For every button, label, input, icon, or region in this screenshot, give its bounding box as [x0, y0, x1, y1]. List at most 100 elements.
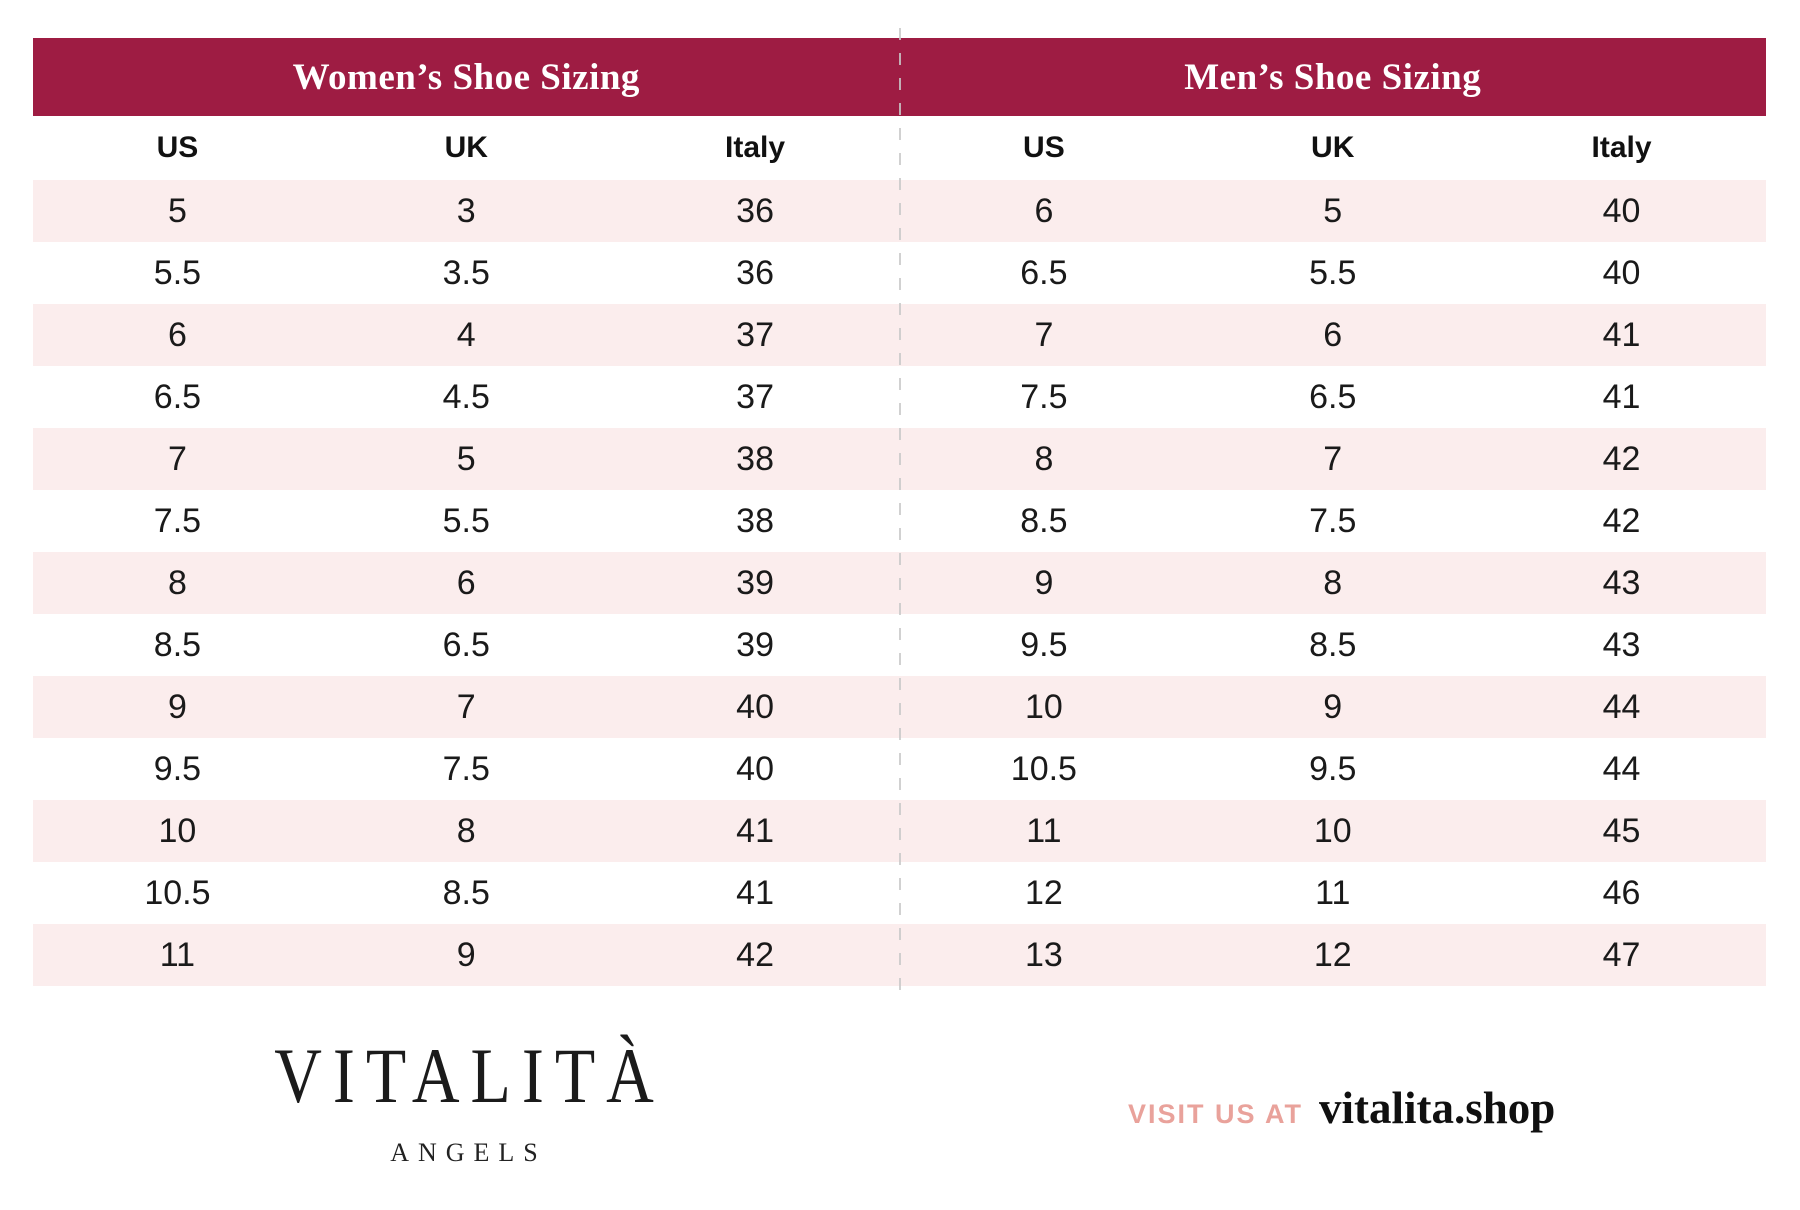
column-header-men-uk: UK	[1311, 131, 1355, 164]
cell-men-us: 10.5	[1010, 749, 1077, 788]
column-header-men-us: US	[1023, 131, 1065, 164]
cell-women-us: 11	[159, 935, 196, 974]
cell-women-italy: 41	[736, 873, 774, 912]
cell-men-italy: 43	[1602, 625, 1641, 664]
cell-women-uk: 8	[456, 811, 476, 850]
cell-men-uk: 9	[1323, 687, 1343, 726]
cell-women-italy: 38	[736, 501, 774, 540]
cell-women-us: 9	[167, 687, 187, 726]
cell-women-us: 5	[167, 191, 187, 230]
cell-men-us: 6.5	[1020, 253, 1068, 292]
column-header-men-italy: Italy	[1591, 131, 1652, 164]
table-row: 10.5 8.5 41 12 11 46	[33, 862, 1766, 924]
cell-men-italy: 47	[1602, 935, 1641, 974]
shop-url-text: vitalita.shop	[1319, 1083, 1556, 1133]
cell-men-italy: 44	[1602, 749, 1641, 788]
brand-logo: VITALITÀ ANGELS	[162, 1034, 766, 1168]
cell-women-us: 5.5	[153, 253, 202, 292]
cell-women-italy: 39	[736, 625, 774, 664]
cell-women-uk: 4.5	[442, 377, 490, 416]
cell-men-italy: 42	[1602, 501, 1641, 540]
brand-subtitle: ANGELS	[390, 1138, 547, 1167]
cell-men-uk: 6	[1323, 315, 1343, 354]
cell-women-us: 8.5	[153, 625, 202, 664]
cell-men-us: 6	[1034, 191, 1054, 230]
cell-men-uk: 7.5	[1309, 501, 1357, 540]
cell-women-us: 9.5	[153, 749, 202, 788]
cell-men-us: 8.5	[1020, 501, 1068, 540]
cell-men-italy: 44	[1602, 687, 1641, 726]
cell-women-uk: 8.5	[442, 873, 490, 912]
brand-name: VITALITÀ	[274, 1033, 665, 1120]
table-row: 7.5 5.5 38 8.5 7.5 42	[33, 490, 1766, 552]
visit-us-label: VISIT US AT	[1128, 1099, 1304, 1129]
cell-women-uk: 3	[456, 191, 476, 230]
cell-women-uk: 7	[456, 687, 476, 726]
cell-women-uk: 9	[456, 935, 476, 974]
cell-men-uk: 6.5	[1309, 377, 1357, 416]
mens-table-title: Men’s Shoe Sizing	[1184, 56, 1482, 98]
cell-men-us: 7.5	[1020, 377, 1068, 416]
cell-men-us: 9.5	[1020, 625, 1068, 664]
cell-women-italy: 40	[736, 749, 774, 788]
cell-men-uk: 12	[1313, 935, 1352, 974]
cell-men-italy: 40	[1602, 191, 1641, 230]
cell-women-italy: 36	[736, 253, 774, 292]
cell-women-italy: 41	[736, 811, 774, 850]
column-header-women-us: US	[156, 131, 199, 164]
cell-women-uk: 6	[456, 563, 476, 602]
visit-us-line: VISIT US AT vitalita.shop	[1128, 1082, 1555, 1134]
cell-women-italy: 36	[736, 191, 774, 230]
cell-men-uk: 8.5	[1309, 625, 1357, 664]
cell-men-us: 7	[1034, 315, 1054, 354]
cell-women-uk: 6.5	[442, 625, 490, 664]
cell-women-italy: 37	[736, 315, 774, 354]
cell-men-italy: 41	[1602, 377, 1641, 416]
table-row: 8.5 6.5 39 9.5 8.5 43	[33, 614, 1766, 676]
column-header-row: US UK Italy US UK Italy	[33, 116, 1766, 180]
cell-men-italy: 40	[1602, 253, 1641, 292]
cell-men-uk: 8	[1323, 563, 1343, 602]
cell-women-italy: 40	[736, 687, 774, 726]
cell-men-italy: 45	[1602, 811, 1641, 850]
cell-women-us: 6.5	[153, 377, 202, 416]
cell-women-us: 10.5	[144, 873, 211, 912]
cell-women-italy: 38	[736, 439, 774, 478]
cell-men-uk: 11	[1315, 873, 1351, 912]
cell-men-us: 12	[1024, 873, 1063, 912]
table-row: 6.5 4.5 37 7.5 6.5 41	[33, 366, 1766, 428]
cell-men-us: 11	[1026, 811, 1062, 850]
cell-men-italy: 41	[1602, 315, 1641, 354]
cell-men-italy: 43	[1602, 563, 1641, 602]
cell-women-us: 8	[167, 563, 187, 602]
cell-women-italy: 42	[736, 935, 774, 974]
cell-men-italy: 42	[1602, 439, 1641, 478]
cell-men-uk: 5	[1323, 191, 1343, 230]
table-row: 9.5 7.5 40 10.5 9.5 44	[33, 738, 1766, 800]
cell-men-us: 8	[1034, 439, 1054, 478]
cell-women-us: 7.5	[153, 501, 202, 540]
cell-women-us: 6	[167, 315, 187, 354]
womens-table-title: Women’s Shoe Sizing	[292, 56, 640, 98]
cell-women-italy: 37	[736, 377, 774, 416]
column-header-women-uk: UK	[444, 131, 488, 164]
center-dashed-divider	[899, 28, 901, 992]
cell-men-uk: 10	[1313, 811, 1352, 850]
cell-men-italy: 46	[1602, 873, 1641, 912]
cell-men-us: 9	[1034, 563, 1054, 602]
cell-men-uk: 5.5	[1309, 253, 1357, 292]
cell-men-us: 13	[1024, 935, 1063, 974]
cell-women-us: 10	[158, 811, 197, 850]
cell-women-uk: 3.5	[442, 253, 490, 292]
cell-men-uk: 7	[1323, 439, 1343, 478]
cell-women-uk: 7.5	[442, 749, 490, 788]
cell-men-us: 10	[1024, 687, 1063, 726]
table-row: 5.5 3.5 36 6.5 5.5 40	[33, 242, 1766, 304]
cell-men-uk: 9.5	[1309, 749, 1357, 788]
cell-women-us: 7	[167, 439, 187, 478]
cell-women-uk: 5	[456, 439, 476, 478]
column-header-women-italy: Italy	[725, 131, 786, 164]
cell-women-uk: 4	[456, 315, 476, 354]
cell-women-uk: 5.5	[442, 501, 490, 540]
